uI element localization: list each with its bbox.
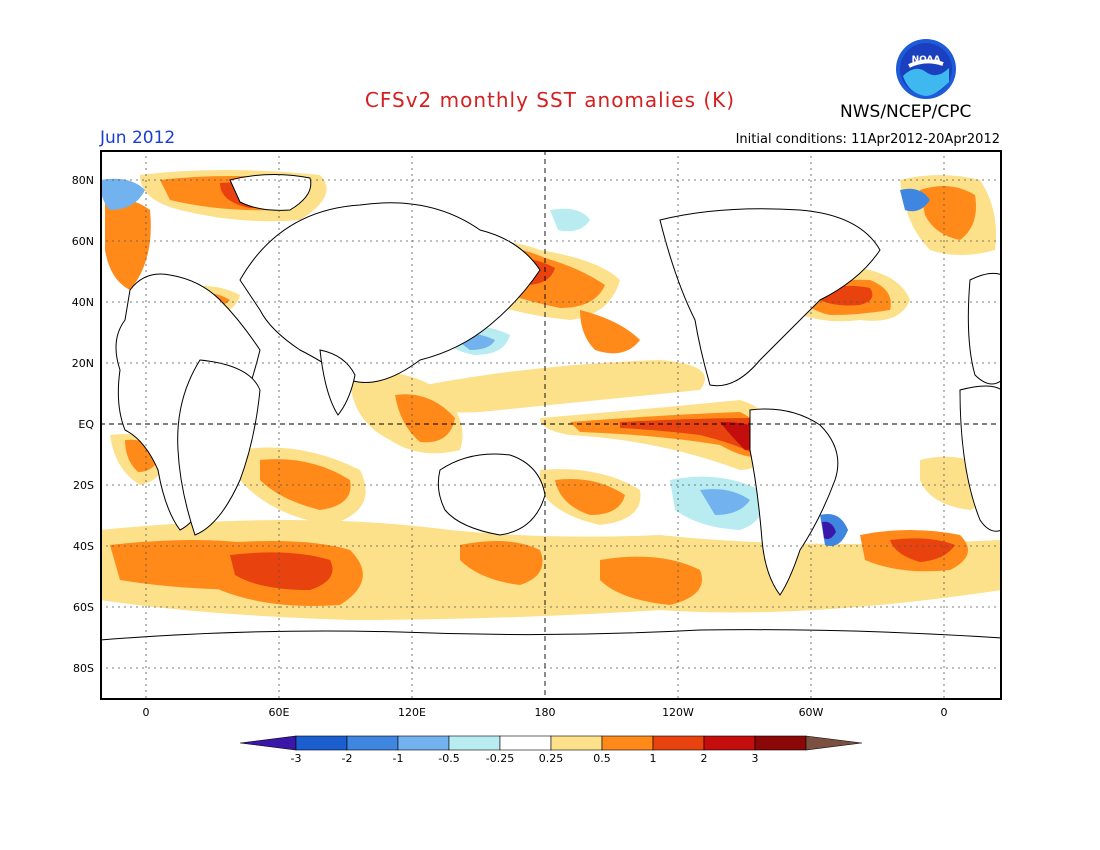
legend-swatch <box>499 735 552 751</box>
svg-text:NOAA: NOAA <box>912 55 941 65</box>
legend-swatch <box>754 735 807 751</box>
lat-label: 80S <box>73 662 94 675</box>
legend-swatch <box>652 735 705 751</box>
legend-swatch-max <box>805 735 862 751</box>
legend-swatch <box>703 735 756 751</box>
lat-label: 20N <box>71 357 94 370</box>
legend-tick-label: -3 <box>290 752 302 765</box>
lon-label: 60W <box>798 706 824 719</box>
map-title: CFSv2 monthly SST anomalies (K) <box>364 88 736 112</box>
lat-lon-gridlines <box>100 150 1002 700</box>
legend-swatch <box>550 735 603 751</box>
legend-tick-label: 3 <box>751 752 759 765</box>
period-label: Jun 2012 <box>100 128 176 148</box>
initial-conditions-label: Initial conditions: 11Apr2012-20Apr2012 <box>735 132 1000 147</box>
lat-label: 40S <box>73 540 94 553</box>
legend-swatch <box>295 735 348 751</box>
agency-label: NWS/NCEP/CPC <box>840 102 972 122</box>
lat-label: 80N <box>71 174 94 187</box>
lat-label: 20S <box>73 479 94 492</box>
legend-tick-label: 0.25 <box>538 752 564 765</box>
lon-label: 60E <box>268 706 290 719</box>
lat-label: EQ <box>78 418 94 431</box>
legend-tick-label: 0.5 <box>593 752 611 765</box>
cool-anomaly-patches <box>100 178 930 546</box>
legend-swatch <box>448 735 501 751</box>
legend-tick-label: 2 <box>700 752 708 765</box>
legend-tick-label: -2 <box>341 752 353 765</box>
legend-swatch <box>346 735 399 751</box>
lat-label: 60S <box>73 601 94 614</box>
lon-label: 180 <box>534 706 556 719</box>
legend-swatch <box>397 735 450 751</box>
lon-label: 0 <box>142 706 150 719</box>
lon-label: 0 <box>940 706 948 719</box>
legend-tick-label: -0.25 <box>485 752 515 765</box>
legend-swatches <box>240 735 862 751</box>
lon-label: 120E <box>398 706 426 719</box>
legend-tick-label: -1 <box>392 752 404 765</box>
sst-anomaly-map <box>100 150 1002 700</box>
legend-tick-label: -0.5 <box>438 752 460 765</box>
lat-label: 40N <box>71 296 94 309</box>
legend-tick-label: 1 <box>649 752 657 765</box>
color-legend-bar <box>240 735 862 751</box>
continents <box>100 173 1002 700</box>
equator-dateline <box>100 150 1002 700</box>
noaa-logo-icon: NOAA <box>896 39 956 99</box>
legend-swatch <box>601 735 654 751</box>
legend-swatch-min <box>240 735 297 751</box>
lat-label: 60N <box>71 235 94 248</box>
lon-label: 120W <box>662 706 694 719</box>
